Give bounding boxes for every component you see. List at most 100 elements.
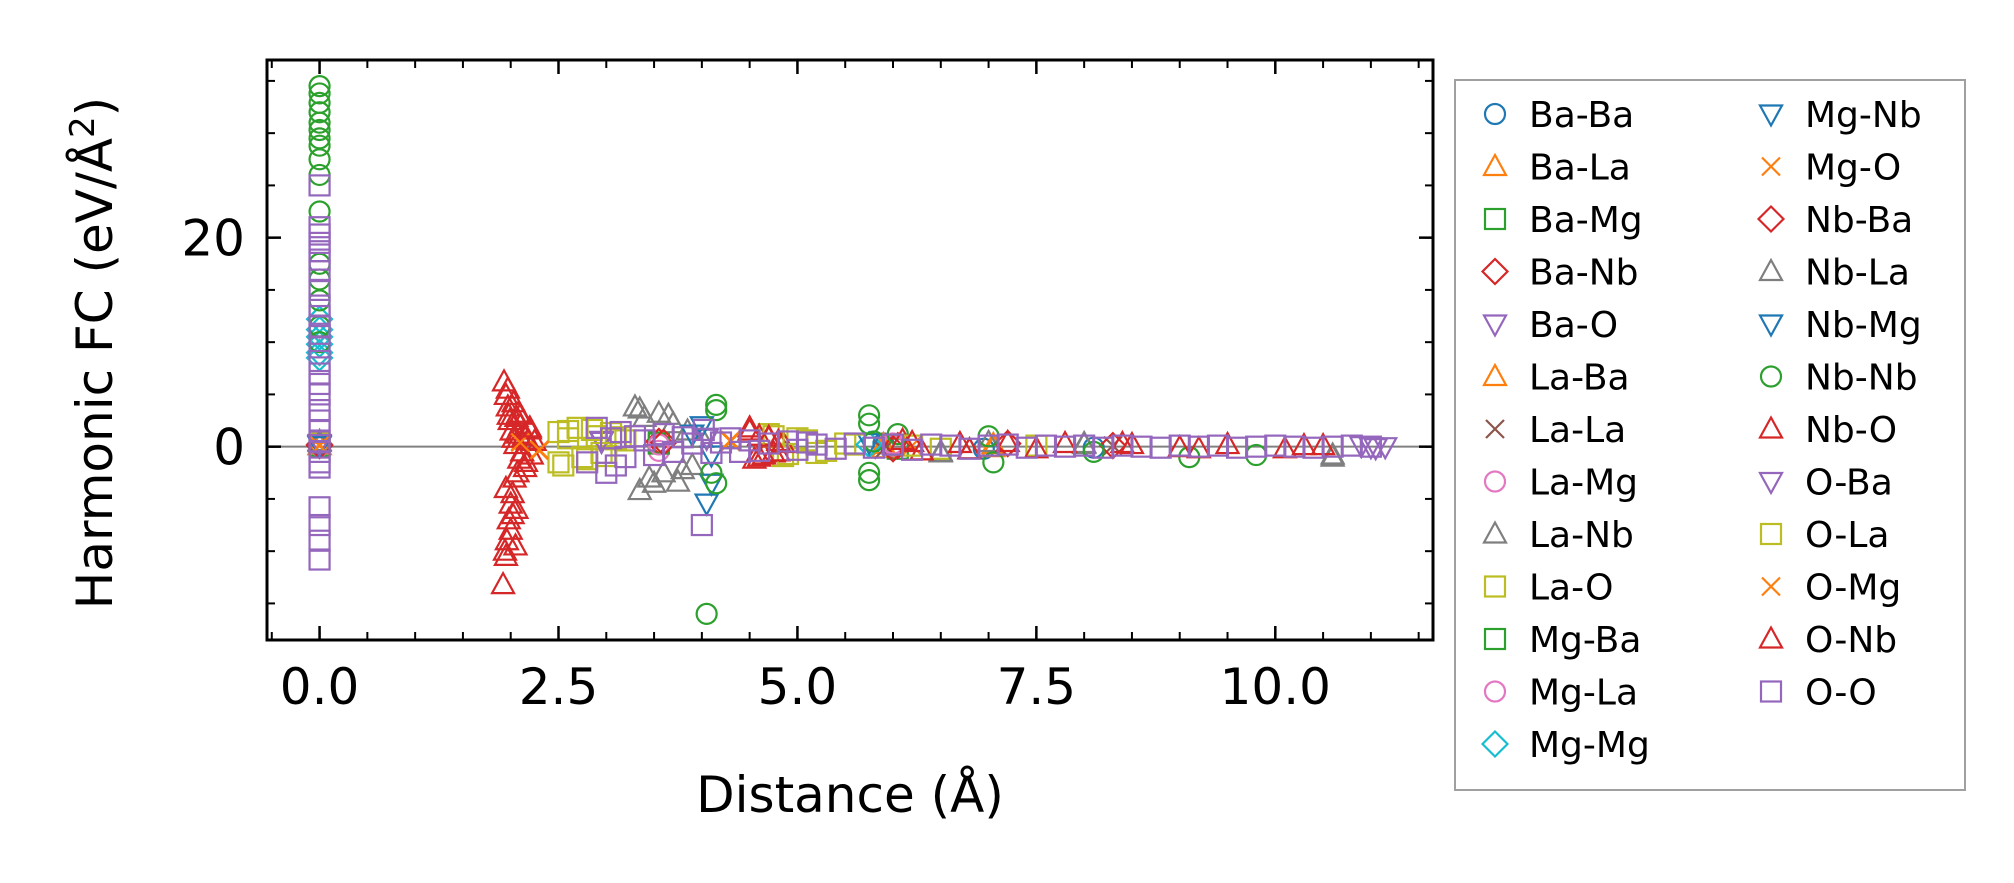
point-nb-nb	[858, 404, 881, 427]
point-o-o	[308, 322, 331, 345]
point-o-nb	[493, 542, 519, 566]
legend-label: La-O	[1529, 568, 1613, 609]
legend-label: Ba-Mg	[1529, 200, 1643, 241]
point-nb-nb	[308, 82, 331, 105]
point-nb-nb	[308, 118, 331, 142]
point-nb-o	[994, 428, 1021, 453]
point-nb-o	[521, 427, 548, 452]
point-o-nb	[516, 414, 543, 438]
legend-item-ba-o: Ba-O	[1482, 305, 1618, 346]
legend-marker-mg-nb	[1758, 104, 1784, 128]
point-la-nb	[650, 459, 677, 483]
legend-item-ba-la: Ba-La	[1482, 148, 1631, 189]
legend-marker-ba-ba	[1483, 102, 1507, 126]
point-nb-la	[626, 395, 653, 419]
point-nb-mg	[689, 416, 715, 440]
x-tick-label: 5.0	[758, 658, 838, 716]
legend-item-o-ba: O-Ba	[1758, 463, 1893, 504]
legend-item-mg-mg: Mg-Mg	[1480, 725, 1650, 766]
legend-label: La-Ba	[1529, 358, 1630, 399]
legend-marker-la-o	[1483, 575, 1507, 598]
point-o-o	[308, 336, 331, 359]
legend-label: Nb-O	[1805, 410, 1897, 451]
point-la-nb	[622, 393, 648, 417]
legend-item-la-mg: La-Mg	[1483, 463, 1638, 504]
point-nb-nb	[705, 472, 728, 495]
legend-item-mg-la: Mg-La	[1483, 673, 1638, 714]
point-o-o	[690, 513, 713, 537]
point-o-o	[308, 456, 331, 479]
legend-label: Mg-Mg	[1529, 725, 1650, 766]
legend-label: O-O	[1805, 673, 1877, 714]
legend-marker-ba-la	[1482, 152, 1508, 177]
point-nb-o	[505, 420, 532, 444]
legend-label: Ba-Ba	[1529, 95, 1634, 136]
point-nb-o	[493, 474, 519, 499]
legend-marker-la-nb	[1482, 520, 1508, 544]
legend-label: La-Nb	[1529, 515, 1634, 556]
point-o-nb	[494, 375, 521, 399]
point-o-la	[556, 419, 580, 443]
legend-item-o-nb: O-Nb	[1758, 620, 1897, 661]
plot-frame	[265, 58, 1435, 642]
legend-marker-nb-mg	[1758, 314, 1784, 338]
point-o-o	[308, 496, 331, 519]
x-tick-label: 2.5	[519, 658, 599, 716]
x-axis-title: Distance (Å)	[696, 766, 1004, 824]
point-o-ba	[1372, 437, 1399, 461]
point-o-mg	[529, 440, 550, 460]
legend-item-o-mg: O-Mg	[1761, 568, 1901, 609]
legend-marker-ba-nb	[1480, 257, 1510, 286]
legend-marker-o-mg	[1761, 576, 1781, 597]
point-o-o	[308, 174, 331, 197]
data-markers	[305, 75, 1399, 625]
point-nb-o	[502, 532, 529, 556]
legend-marker-o-nb	[1758, 625, 1784, 649]
legend-label: Ba-La	[1529, 148, 1631, 189]
point-nb-nb	[308, 148, 331, 171]
point-nb-nb	[705, 398, 728, 422]
series-o-o	[308, 174, 1382, 571]
legend-label: O-Nb	[1805, 620, 1897, 661]
legend: Ba-Ba Ba-La Ba-Mg Ba-Nb Ba-O La-Ba La-La La-Mg L…	[1454, 79, 1966, 791]
legend-label: Ba-Nb	[1529, 253, 1639, 294]
point-nb-nb	[308, 111, 331, 134]
point-nb-nb	[858, 469, 881, 492]
point-o-nb	[899, 428, 925, 453]
point-nb-nb	[705, 393, 728, 416]
point-nb-o	[736, 414, 763, 438]
legend-marker-nb-o	[1758, 415, 1784, 439]
point-nb-nb	[308, 101, 331, 124]
point-nb-nb	[695, 602, 718, 625]
point-nb-nb	[308, 134, 331, 157]
point-o-nb	[500, 388, 527, 413]
point-o-nb	[746, 443, 773, 467]
legend-marker-o-la	[1759, 522, 1783, 546]
legend-label: O-Ba	[1805, 463, 1893, 504]
point-nb-la	[927, 439, 954, 463]
legend-item-o-la: O-La	[1759, 515, 1889, 556]
legend-item-nb-nb: Nb-Nb	[1759, 358, 1918, 399]
y-tick-label: 0	[213, 419, 245, 477]
y-axis-title-main: Harmonic FC (eV/Å	[66, 138, 124, 609]
point-o-nb	[512, 453, 538, 478]
point-o-ba	[306, 433, 333, 458]
legend-marker-nb-la	[1758, 257, 1784, 282]
legend-marker-o-o	[1759, 680, 1783, 703]
axes: 0.0 2.5 5.0 7.5 10.0 0 20	[181, 58, 1435, 716]
legend-item-mg-ba: Mg-Ba	[1483, 620, 1641, 661]
legend-label: Mg-O	[1805, 148, 1901, 189]
legend-item-nb-ba: Nb-Ba	[1756, 200, 1913, 241]
legend-marker-la-ba	[1482, 362, 1508, 387]
point-o-o	[308, 349, 331, 373]
legend-item-la-o: La-O	[1483, 568, 1613, 609]
legend-marker-la-la	[1485, 419, 1505, 439]
legend-marker-mg-mg	[1480, 729, 1510, 759]
point-o-la	[547, 451, 570, 474]
legend-item-nb-o: Nb-O	[1758, 410, 1897, 451]
point-nb-o	[513, 448, 539, 472]
point-nb-nb	[308, 75, 331, 98]
legend-marker-ba-mg	[1483, 207, 1507, 231]
legend-label: Mg-Nb	[1805, 95, 1922, 136]
